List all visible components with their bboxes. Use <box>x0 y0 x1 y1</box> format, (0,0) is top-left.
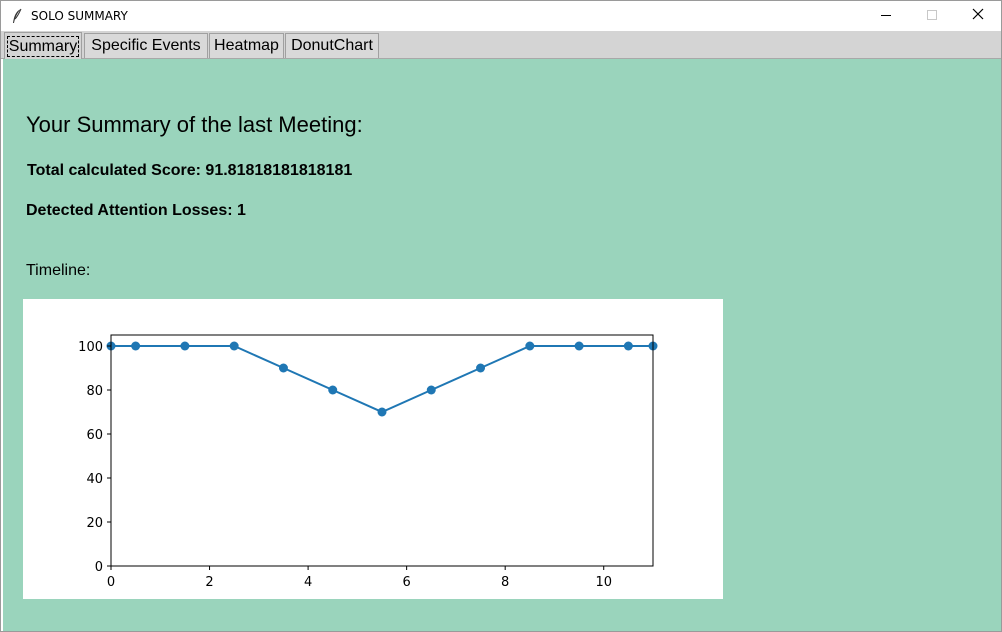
data-point <box>229 341 239 351</box>
y-tick-label: 40 <box>86 472 103 487</box>
data-point <box>328 385 338 395</box>
close-button[interactable] <box>955 1 1001 31</box>
timeline-chart: 0 2 4 6 8 10 0 20 40 60 80 100 <box>23 299 723 599</box>
tab-label: Heatmap <box>214 37 279 54</box>
plot-frame <box>110 334 654 567</box>
data-point <box>426 385 436 395</box>
maximize-icon <box>927 7 937 25</box>
tab-specific-events[interactable]: Specific Events <box>84 33 208 58</box>
x-tick-label: 8 <box>501 575 509 590</box>
data-point <box>377 407 387 417</box>
x-tick-label: 2 <box>205 575 213 590</box>
tab-bar: Summary Specific Events Heatmap DonutCha… <box>1 31 1001 59</box>
total-score-label: Total calculated Score: 91.8181818181818… <box>27 162 353 179</box>
y-tick-label: 0 <box>95 560 103 575</box>
minimize-icon <box>881 7 891 25</box>
feather-icon <box>11 8 23 24</box>
tab-label: Summary <box>6 35 80 57</box>
tab-label: DonutChart <box>291 37 373 54</box>
data-point <box>623 341 633 351</box>
close-icon <box>972 7 984 25</box>
title-bar[interactable]: SOLO SUMMARY <box>1 1 1001 31</box>
data-point <box>525 341 535 351</box>
y-tick-label: 100 <box>78 340 103 355</box>
maximize-button[interactable] <box>909 1 955 31</box>
x-tick-label: 6 <box>402 575 410 590</box>
data-point <box>476 363 486 373</box>
y-tick-label: 60 <box>86 428 103 443</box>
series-line <box>111 345 653 414</box>
data-point <box>574 341 584 351</box>
minimize-button[interactable] <box>863 1 909 31</box>
tab-heatmap[interactable]: Heatmap <box>209 33 284 58</box>
summary-heading: Your Summary of the last Meeting: <box>26 112 363 137</box>
window-title: SOLO SUMMARY <box>31 9 128 23</box>
data-point <box>180 341 190 351</box>
data-point <box>278 363 288 373</box>
tab-summary[interactable]: Summary <box>4 32 82 59</box>
timeline-label: Timeline: <box>26 262 91 279</box>
tab-donutchart[interactable]: DonutChart <box>285 33 379 58</box>
tab-label: Specific Events <box>91 37 201 54</box>
y-tick-label: 80 <box>86 384 103 399</box>
x-tick-label: 10 <box>595 575 612 590</box>
x-tick-label: 0 <box>107 575 115 590</box>
attention-losses-label: Detected Attention Losses: 1 <box>26 202 246 219</box>
data-point <box>131 341 141 351</box>
y-tick-label: 20 <box>86 516 103 531</box>
summary-panel: Your Summary of the last Meeting: Total … <box>3 59 1001 631</box>
x-tick-label: 4 <box>304 575 312 590</box>
